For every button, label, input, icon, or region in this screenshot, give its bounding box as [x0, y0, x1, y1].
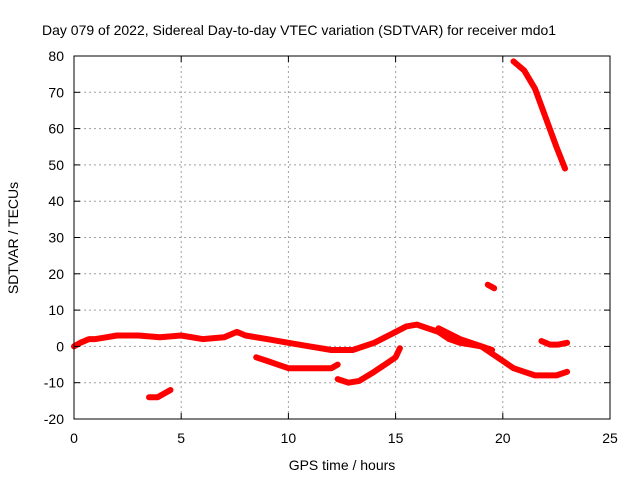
series-line-seg-afternoon-low	[334, 345, 403, 386]
series-line-seg-high-arc	[510, 58, 568, 172]
y-tick-label: 80	[48, 48, 64, 64]
y-tick-label: 60	[48, 121, 64, 137]
y-tick-label: 40	[48, 193, 64, 209]
grid	[74, 56, 610, 419]
series-line-seg-main-early	[71, 328, 399, 353]
x-tick-label: 25	[602, 430, 618, 446]
y-tick-label: 70	[48, 84, 64, 100]
x-axis-title: GPS time / hours	[289, 457, 396, 473]
y-tick-label: 50	[48, 157, 64, 173]
x-tick-label: 20	[495, 430, 511, 446]
series-line-seg-late-night	[538, 338, 571, 348]
x-tick-label: 5	[177, 430, 185, 446]
series-line-seg-isolated-19h	[484, 281, 498, 292]
series-line-seg-morning-low	[146, 387, 174, 401]
y-tick-label: 30	[48, 230, 64, 246]
y-tick-label: -20	[44, 411, 64, 427]
y-tick-label: 10	[48, 302, 64, 318]
y-tick-label: -10	[44, 375, 64, 391]
x-tick-label: 10	[281, 430, 297, 446]
series-group	[71, 58, 571, 401]
x-tick-label: 15	[388, 430, 404, 446]
series-line-seg-midday-dip	[253, 354, 341, 372]
y-tick-label: 20	[48, 266, 64, 282]
x-tick-label: 0	[70, 430, 78, 446]
y-tick-label: 0	[56, 338, 64, 354]
y-axis-title: SDTVAR / TECUs	[5, 182, 21, 294]
chart-title: Day 079 of 2022, Sidereal Day-to-day VTE…	[42, 22, 556, 38]
ticks: 0 5 10 15 20 25 -20 -10 0 10 20 30 40 50 60 70 80	[44, 48, 618, 446]
series-line-seg-evening-decline	[435, 325, 571, 379]
